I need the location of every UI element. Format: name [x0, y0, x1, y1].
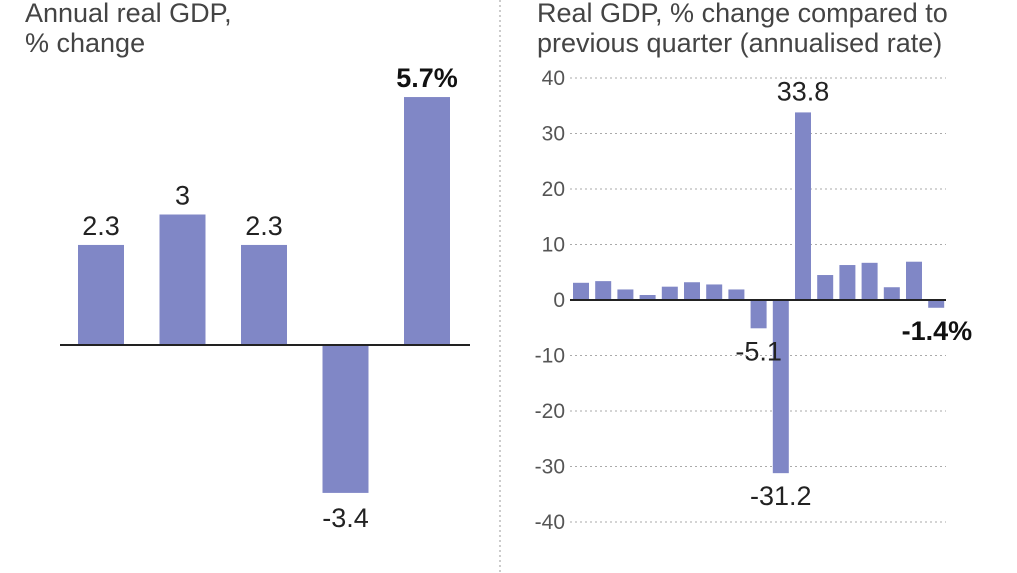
quarterly-bar [706, 284, 723, 300]
y-tick-label: -20 [535, 400, 565, 423]
y-tick-label: -30 [535, 456, 565, 479]
left-data-labels: 2.3 3 2.3 -3.4 5.7% [82, 63, 458, 533]
quarterly-bar [684, 282, 700, 300]
right-y-tick-labels: 40 30 20 10 0 -10 -20 -30 -40 [535, 67, 565, 534]
quarterly-bar [883, 287, 900, 300]
y-tick-label: -40 [535, 511, 565, 534]
y-tick-label: 0 [553, 289, 565, 312]
left-chart-title-line-2: % change [25, 28, 145, 58]
quarterly-bar [906, 261, 922, 300]
left-bars [78, 97, 450, 493]
y-tick-label: 30 [542, 123, 565, 146]
quarterly-bar [928, 300, 945, 308]
right-chart-title-line-1: Real GDP, % change compared to [537, 0, 948, 28]
quarterly-bar [728, 289, 745, 300]
quarterly-gdp-chart: Real GDP, % change compared to previous … [535, 0, 973, 534]
y-tick-label: 10 [542, 234, 565, 257]
quarterly-bar [595, 281, 612, 300]
y-tick-label: -10 [535, 345, 565, 368]
right-bars [573, 112, 945, 474]
quarterly-bar [795, 112, 811, 300]
quarterly-bar [839, 265, 856, 300]
quarterly-bar [639, 295, 656, 300]
quarterly-bar [661, 286, 678, 300]
quarterly-bar [617, 289, 634, 300]
quarterly-bar-label: 33.8 [777, 76, 830, 106]
annual-bar-label: 2.3 [245, 211, 283, 241]
quarterly-bar [573, 282, 589, 300]
annual-bar-label: -3.4 [322, 503, 369, 533]
annual-bar [159, 214, 206, 345]
quarterly-bar-label: -5.1 [735, 336, 782, 366]
annual-bar [78, 244, 124, 345]
quarterly-bar-label: -31.2 [750, 481, 812, 511]
annual-gdp-chart: Annual real GDP, % change 2.3 3 2.3 -3.4 5.7… [25, 0, 470, 533]
annual-bar-label: 3 [175, 181, 190, 211]
quarterly-bar [817, 275, 834, 300]
annual-bar-label: 5.7% [396, 63, 458, 93]
right-chart-title-line-2: previous quarter (annualised rate) [537, 28, 942, 58]
quarterly-bar [772, 300, 789, 474]
quarterly-bar-label: -1.4% [902, 316, 973, 346]
right-data-labels: -5.1 -31.2 33.8 -1.4% [735, 76, 972, 511]
annual-bar-label: 2.3 [82, 211, 120, 241]
annual-bar [322, 345, 369, 493]
y-tick-label: 20 [542, 178, 565, 201]
quarterly-bar [750, 300, 767, 329]
quarterly-bar [861, 262, 878, 300]
y-tick-label: 40 [542, 67, 565, 90]
annual-bar [404, 97, 450, 345]
left-chart-title-line-1: Annual real GDP, [25, 0, 232, 28]
annual-bar [241, 244, 287, 345]
